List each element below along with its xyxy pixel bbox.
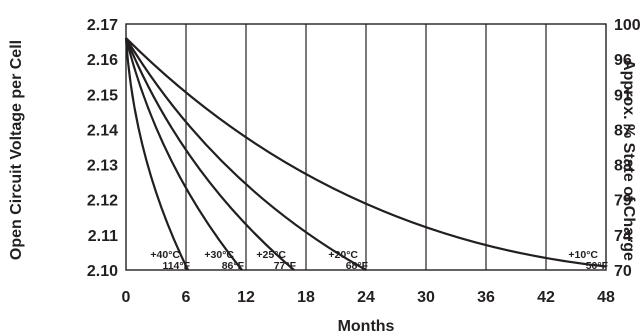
y2-tick-label: 74: [614, 228, 632, 245]
series-label-celsius: +20°C: [328, 249, 358, 261]
y-tick-label: 2.16: [87, 52, 118, 69]
series-lines: [124, 37, 607, 271]
x-axis-title: Months: [338, 318, 395, 335]
series-label-celsius: +40°C: [150, 249, 180, 261]
y2-tick-label: 87: [614, 122, 632, 139]
x-tick-label: 48: [597, 289, 615, 306]
series-label-fahrenheit: 68°F: [346, 260, 369, 272]
y-tick-label: 2.17: [87, 17, 118, 34]
grid-lines: [185, 24, 547, 270]
series-line: [125, 37, 607, 268]
series-label-fahrenheit: 50°F: [586, 260, 609, 272]
y2-axis-title: Approx. % State of Charge: [620, 59, 637, 261]
y-axis-title: Open Circuit Voltage per Cell: [8, 40, 25, 260]
y2-tick-label: 96: [614, 52, 632, 69]
y2-tick-label: 83: [614, 158, 632, 175]
x-tick-label: 24: [357, 289, 375, 306]
y-tick-label: 2.12: [87, 193, 118, 210]
y-tick-label: 2.13: [87, 158, 118, 175]
y-tick-label: 2.14: [87, 122, 118, 139]
x-tick-label: 0: [122, 289, 131, 306]
y2-tick-label: 79: [614, 193, 632, 210]
series-label-fahrenheit: 86°F: [222, 260, 245, 272]
y-tick-label: 2.10: [87, 263, 118, 280]
series-label-fahrenheit: 77°F: [274, 260, 297, 272]
tick-labels: 0 6 12 18 24 30 36 42 48 2.10 2.11 2.12 2.13 2.14 2.15…: [87, 17, 641, 306]
x-tick-label: 6: [182, 289, 191, 306]
y2-tick-label: 100: [614, 17, 641, 34]
series-label-celsius: +10°C: [568, 249, 598, 261]
x-tick-label: 42: [537, 289, 555, 306]
series-label-celsius: +25°C: [256, 249, 286, 261]
y-tick-label: 2.11: [88, 228, 118, 245]
x-tick-label: 36: [477, 289, 495, 306]
series-line: [125, 37, 367, 271]
y2-tick-label: 91: [614, 87, 632, 104]
y2-tick-label: 70: [614, 263, 632, 280]
plot-frame: [125, 23, 607, 271]
x-tick-label: 30: [417, 289, 435, 306]
series-line: [124, 37, 243, 271]
series-label-fahrenheit: 114°F: [162, 260, 190, 272]
series-line: [124, 37, 295, 271]
x-tick-label: 18: [297, 289, 315, 306]
y-tick-label: 2.15: [87, 87, 118, 104]
series-line: [124, 37, 189, 271]
x-tick-label: 12: [237, 289, 255, 306]
series-label-celsius: +30°C: [204, 249, 234, 261]
